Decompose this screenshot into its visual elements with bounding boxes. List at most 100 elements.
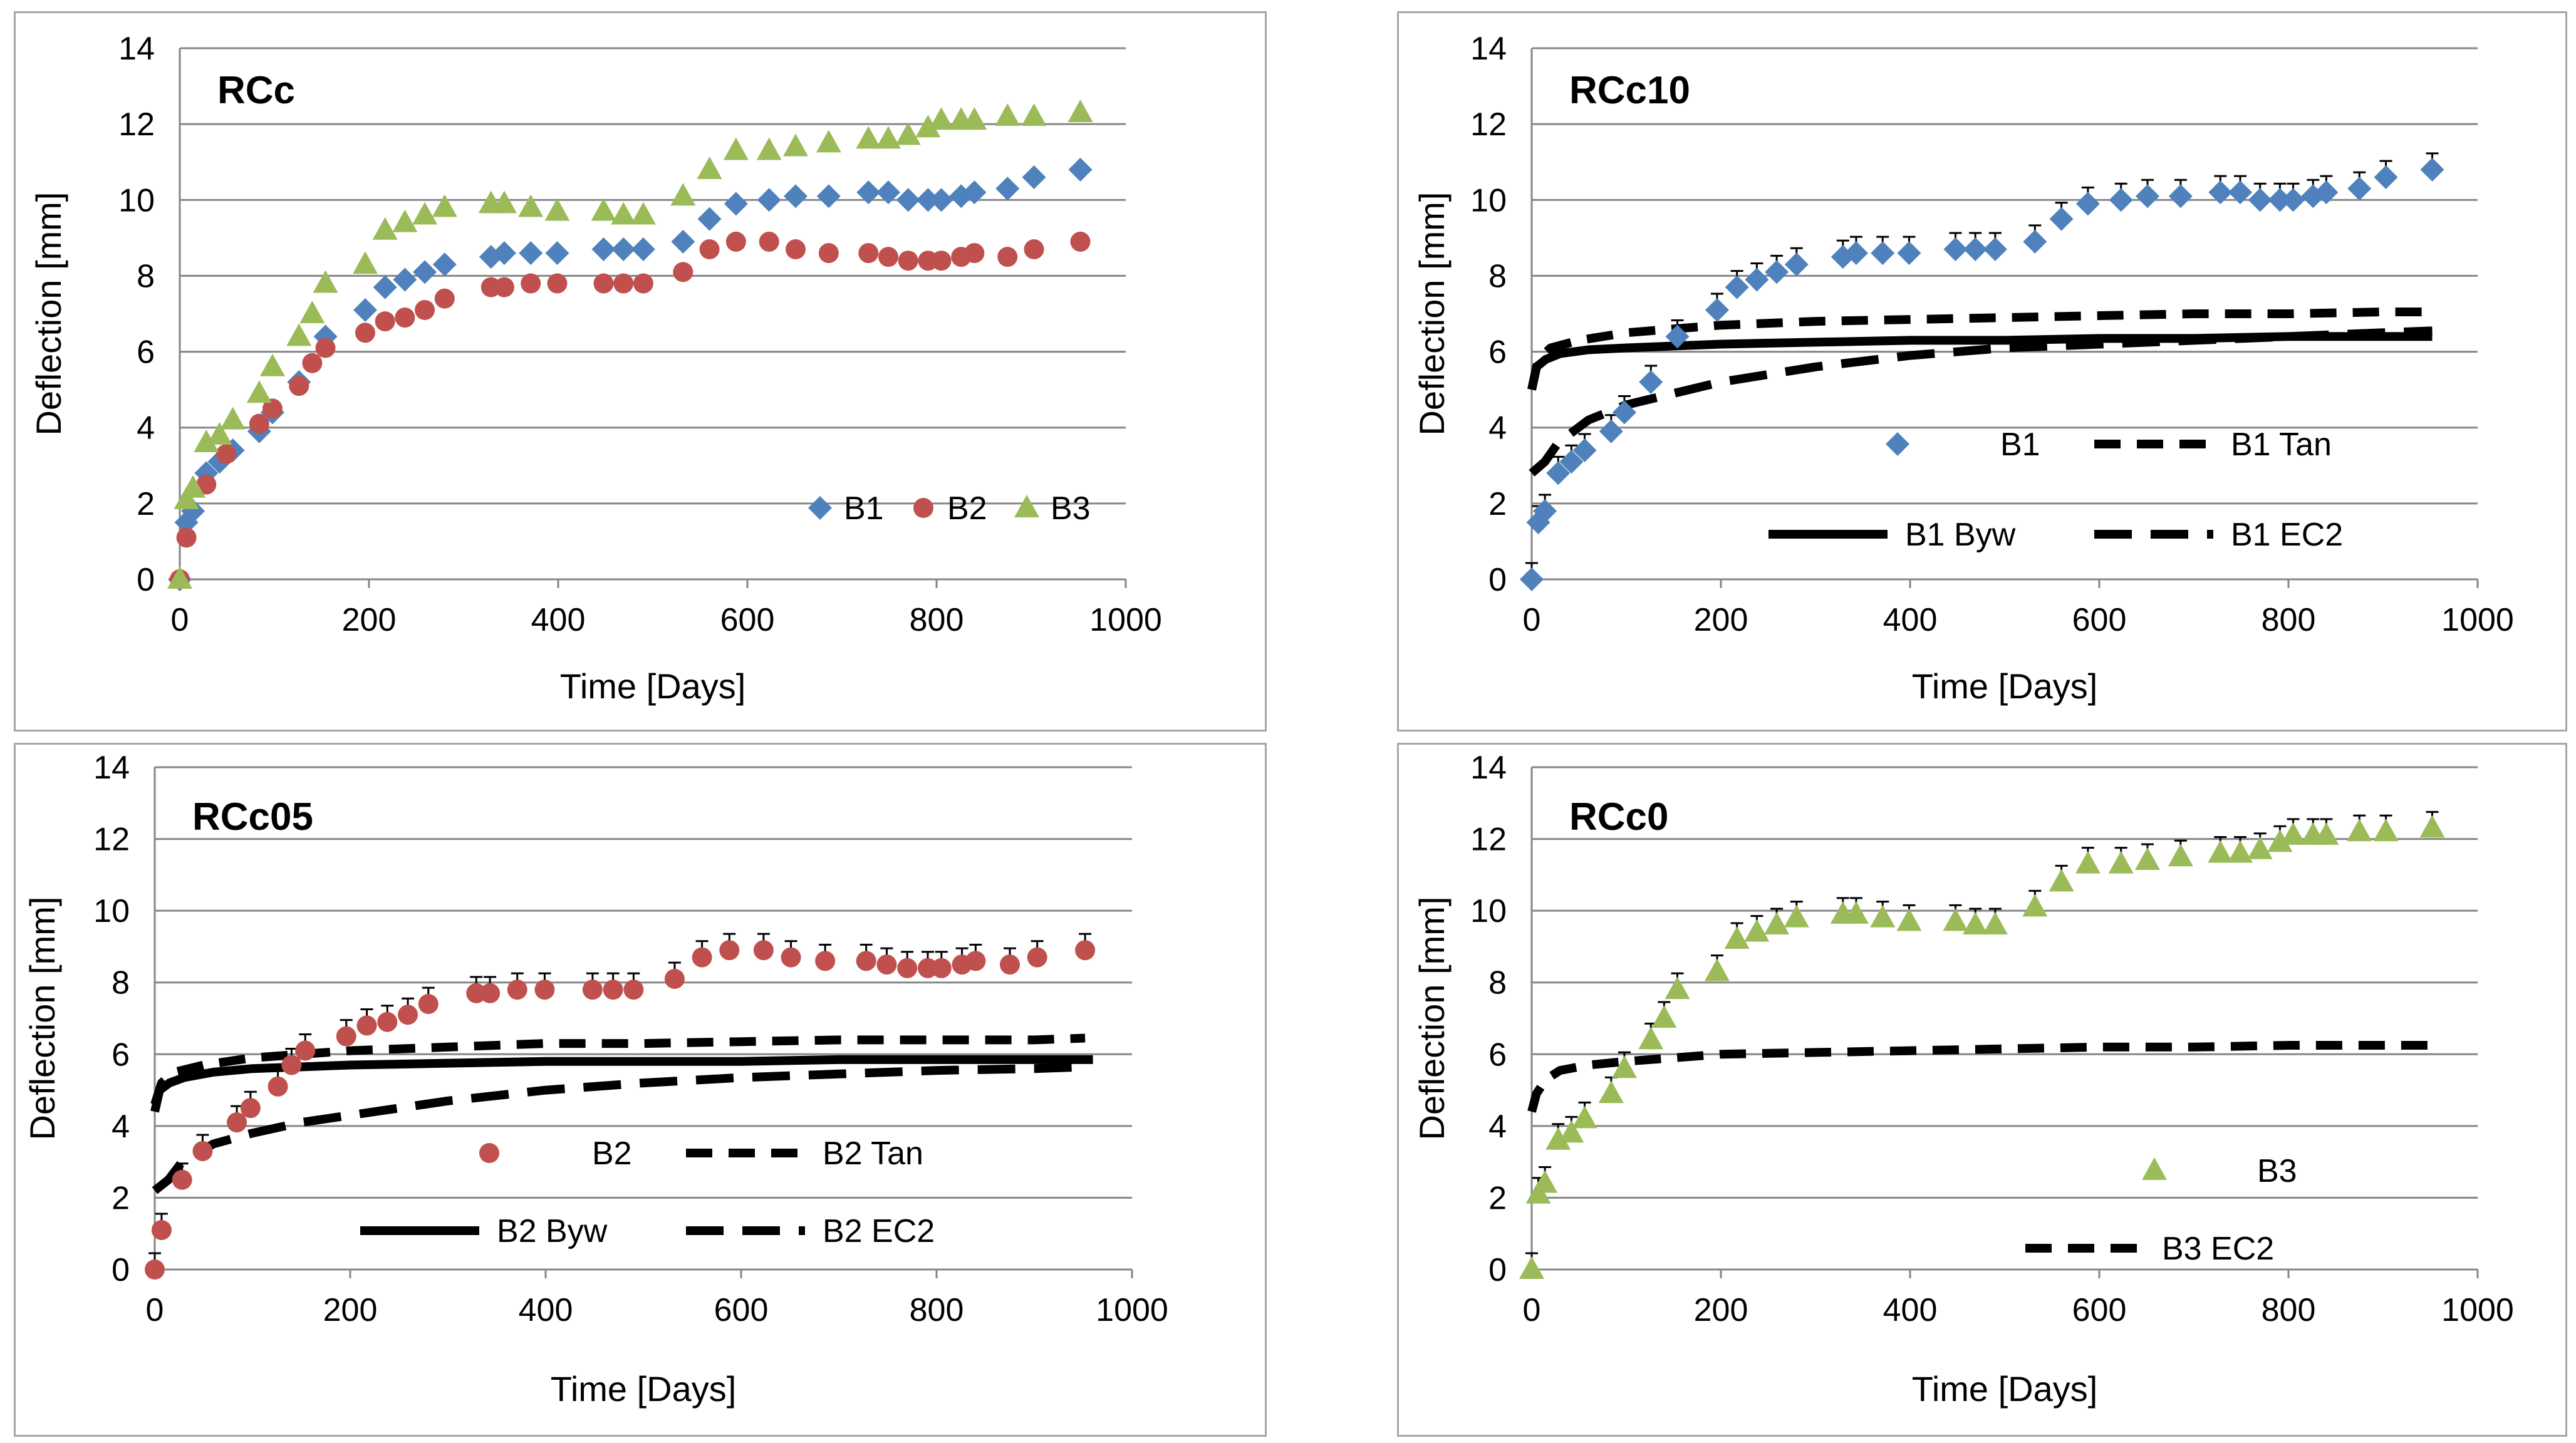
data-point bbox=[262, 398, 283, 419]
legend: B2 B2 Tan B2 Byw B2 EC2 bbox=[360, 1135, 935, 1249]
legend-marker bbox=[479, 1143, 499, 1163]
legend-label: B2 EC2 bbox=[823, 1213, 935, 1249]
data-point bbox=[1611, 1055, 1637, 1078]
data-point bbox=[1744, 919, 1770, 942]
data-point bbox=[1598, 1080, 1624, 1104]
data-point bbox=[336, 1026, 356, 1047]
data-point bbox=[962, 107, 987, 130]
data-point bbox=[1665, 976, 1690, 1000]
chart-rcc10: 0 2 4 6 8 10 12 14 0 200 400 600 800 1000 Time [Days] D… bbox=[1412, 31, 2514, 706]
y-tick-label: 14 bbox=[1470, 31, 1507, 67]
data-point bbox=[1897, 241, 1921, 266]
data-point bbox=[1843, 901, 1869, 924]
y-tick-label: 8 bbox=[1488, 965, 1507, 1001]
data-point bbox=[1844, 241, 1868, 266]
legend: B3 B3 EC2 bbox=[2025, 1153, 2297, 1267]
x-tick-label: 200 bbox=[323, 1292, 378, 1328]
data-point bbox=[240, 1098, 261, 1119]
data-point bbox=[2135, 847, 2161, 870]
data-point bbox=[1612, 400, 1636, 425]
data-point bbox=[281, 1055, 302, 1075]
x-axis-title: Time [Days] bbox=[1912, 1369, 2098, 1409]
data-point bbox=[631, 237, 655, 262]
x-tick-label: 0 bbox=[1523, 602, 1541, 638]
x-tick-label: 800 bbox=[910, 602, 964, 638]
data-point bbox=[898, 251, 918, 271]
y-tick-label: 14 bbox=[93, 750, 130, 786]
data-point bbox=[611, 202, 636, 225]
data-point bbox=[2374, 165, 2398, 189]
data-point bbox=[856, 126, 881, 149]
legend-label: B2 bbox=[592, 1135, 632, 1172]
data-point bbox=[697, 156, 722, 179]
data-point bbox=[995, 177, 1020, 201]
data-point bbox=[372, 217, 398, 240]
x-tick-label: 400 bbox=[519, 1292, 573, 1328]
data-point bbox=[2267, 829, 2293, 852]
data-point bbox=[1870, 904, 1896, 928]
chart-panel-rcc10: 0 2 4 6 8 10 12 14 0 200 400 600 800 1000 Time [Days] D… bbox=[1397, 11, 2567, 732]
series-line-b2-byw bbox=[150, 1055, 1093, 1113]
y-tick-label: 0 bbox=[137, 562, 155, 598]
data-point bbox=[964, 243, 985, 264]
data-point bbox=[545, 241, 569, 266]
data-point bbox=[613, 273, 634, 294]
data-point bbox=[611, 237, 636, 262]
data-point bbox=[1651, 1005, 1677, 1028]
data-point bbox=[413, 260, 437, 284]
data-point bbox=[856, 951, 876, 971]
y-tick-label: 12 bbox=[1470, 822, 1507, 858]
x-tick-label: 800 bbox=[2262, 602, 2316, 638]
data-point bbox=[289, 376, 309, 396]
data-point bbox=[1532, 1170, 1558, 1193]
data-point bbox=[1027, 947, 1047, 968]
series-b3 bbox=[1519, 810, 2445, 1279]
data-point bbox=[931, 251, 952, 271]
data-point bbox=[180, 475, 206, 498]
x-tick-label: 1000 bbox=[1096, 1292, 1168, 1328]
y-tick-label: 6 bbox=[112, 1037, 130, 1073]
data-point bbox=[302, 353, 323, 373]
y-tick-label: 14 bbox=[1470, 750, 1507, 786]
data-point bbox=[418, 994, 439, 1015]
data-point bbox=[544, 198, 570, 221]
data-point bbox=[492, 241, 516, 266]
data-point bbox=[1572, 438, 1597, 463]
data-point bbox=[2347, 819, 2372, 842]
data-point bbox=[2281, 188, 2305, 212]
x-tick-label: 200 bbox=[1694, 602, 1748, 638]
data-point bbox=[151, 1219, 172, 1240]
data-point bbox=[664, 968, 685, 989]
data-point bbox=[2247, 836, 2273, 859]
y-tick-label: 14 bbox=[118, 31, 155, 67]
data-point bbox=[2136, 184, 2160, 209]
data-point bbox=[176, 527, 197, 548]
data-point bbox=[491, 190, 517, 214]
data-point bbox=[1665, 324, 1690, 349]
y-axis-title: Deflection [mm] bbox=[29, 192, 68, 436]
x-axis-title: Time [Days] bbox=[1912, 666, 2098, 706]
y-tick-label: 6 bbox=[1488, 1037, 1507, 1073]
data-point bbox=[1024, 239, 1044, 260]
data-point bbox=[1705, 297, 1729, 322]
data-point bbox=[227, 1112, 247, 1133]
data-point bbox=[878, 247, 898, 267]
y-axis-title: Deflection [mm] bbox=[1412, 897, 1452, 1140]
x-tick-label: 1000 bbox=[2441, 1292, 2514, 1328]
series-b3 bbox=[167, 99, 1093, 589]
data-point bbox=[2049, 869, 2074, 892]
series-line-b1-ec2 bbox=[1529, 326, 2433, 477]
data-point bbox=[415, 299, 435, 320]
y-tick-label: 0 bbox=[1488, 1252, 1507, 1288]
data-point bbox=[196, 474, 217, 495]
data-point bbox=[249, 413, 269, 434]
data-point bbox=[916, 188, 940, 212]
data-point bbox=[1638, 1027, 1664, 1050]
data-point bbox=[2168, 844, 2193, 867]
legend: B1 B1 Tan B1 Byw B1 EC2 bbox=[1768, 427, 2343, 553]
data-point bbox=[2248, 188, 2272, 212]
data-point bbox=[670, 183, 696, 206]
data-point bbox=[2022, 894, 2048, 917]
data-point bbox=[1784, 252, 1809, 277]
data-point bbox=[928, 107, 954, 130]
